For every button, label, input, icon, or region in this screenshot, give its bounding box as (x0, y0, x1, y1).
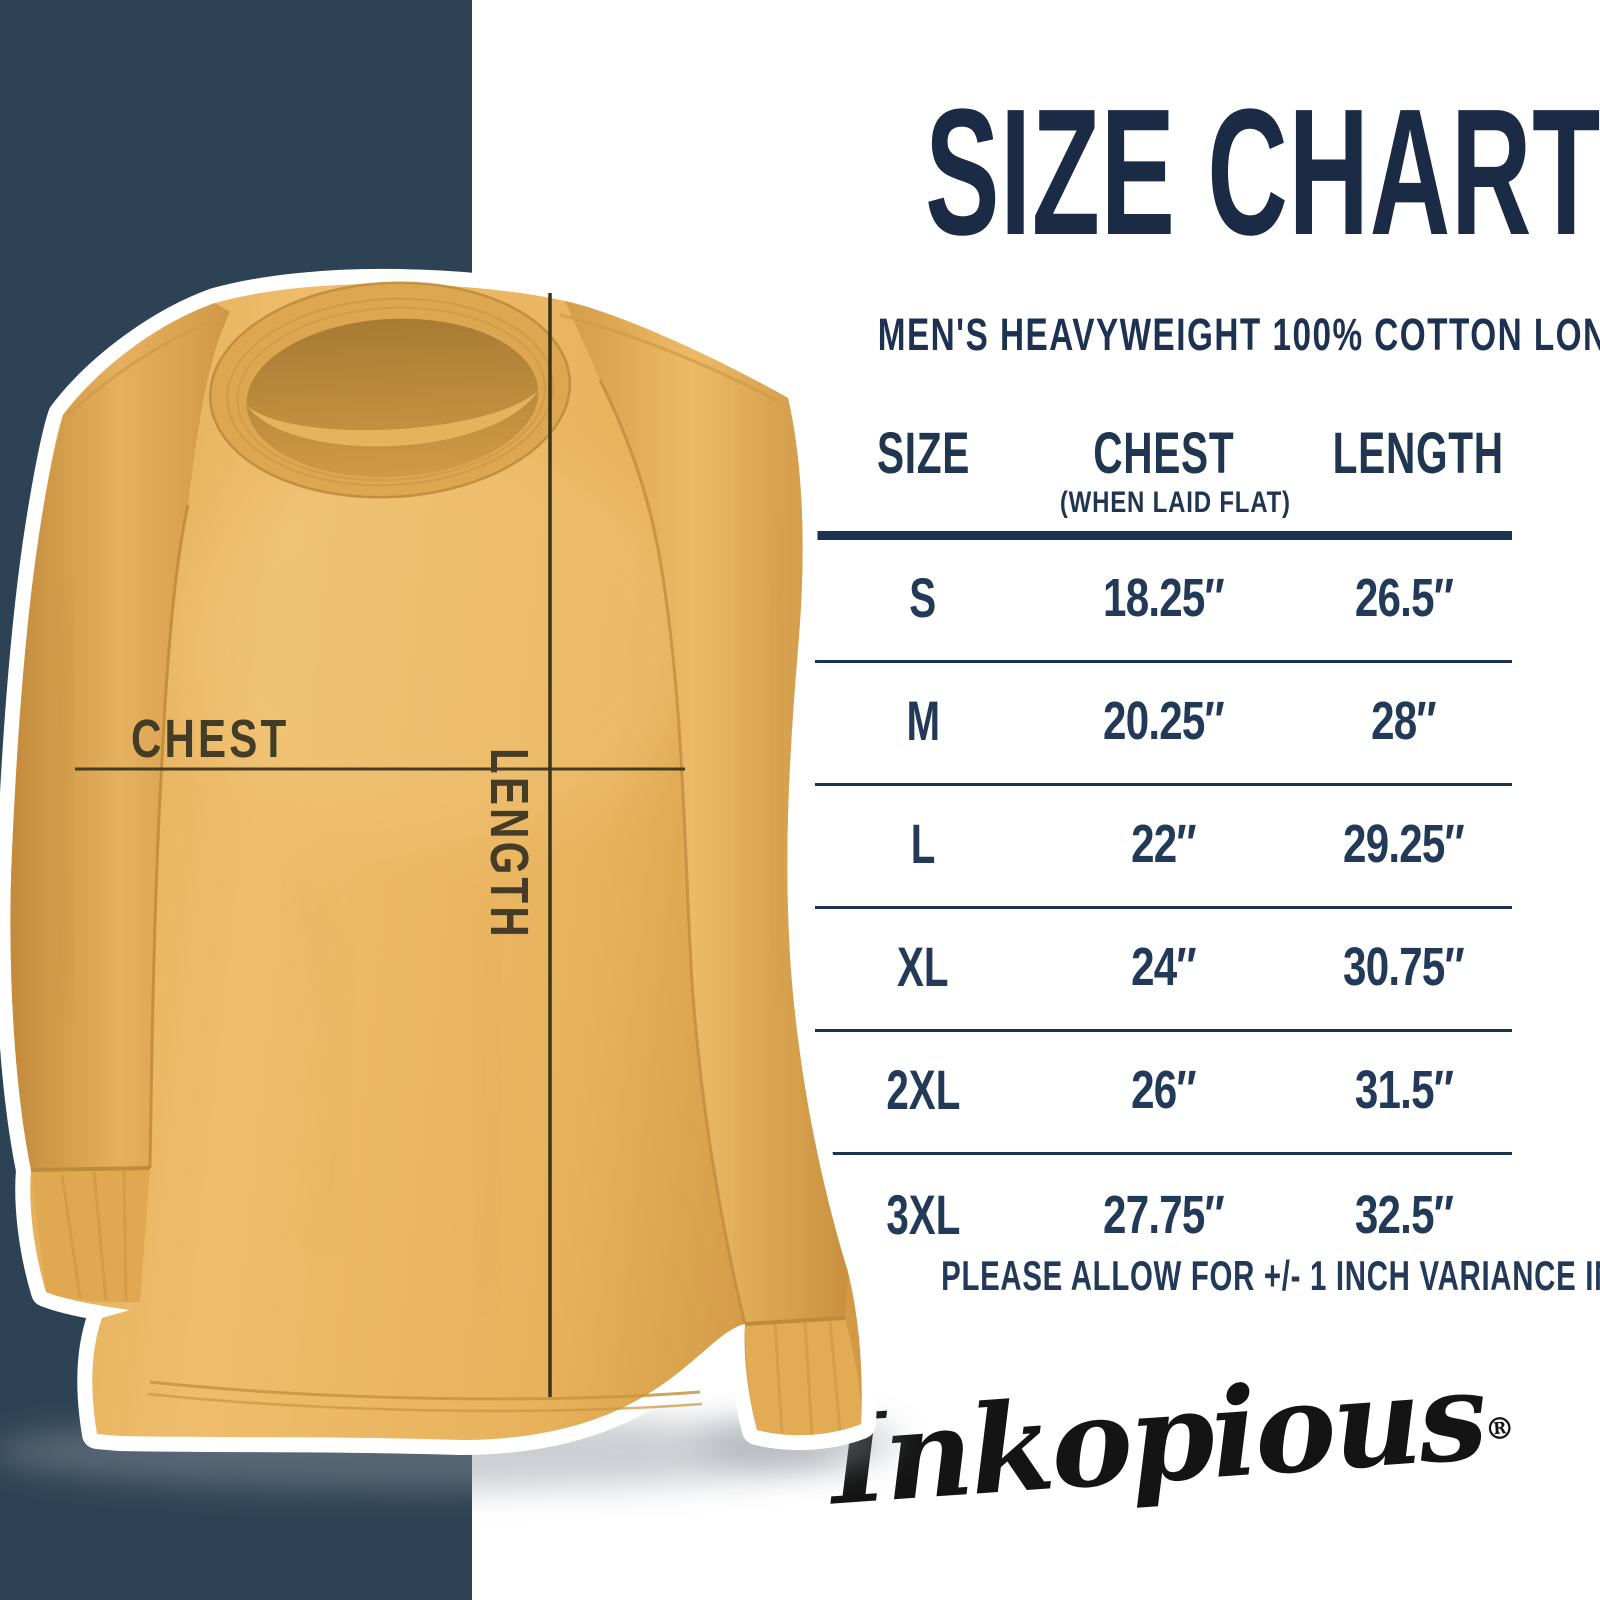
chest-cell: 26″ (1131, 1060, 1196, 1120)
length-cell: 28″ (1371, 691, 1437, 751)
registered-trademark-icon: ® (1483, 1410, 1516, 1448)
page-subtitle-text: MEN'S HEAVYWEIGHT 100% COTTON LONG SLEEV… (877, 309, 1600, 360)
shirt-right-cuff (745, 1318, 862, 1436)
column-header-size: SIZE (876, 421, 970, 486)
length-cell: 30.75″ (1343, 937, 1466, 997)
shirt-illustration: CHEST LENGTH (0, 281, 900, 1490)
chest-cell: 24″ (1131, 937, 1196, 997)
size-cell: 2XL (886, 1058, 960, 1121)
variance-note: PLEASE ALLOW FOR +/- 1 INCH VARIANCE IN … (941, 1252, 1600, 1299)
page-title-text: SIZE CHART (925, 72, 1600, 273)
size-cell: XL (897, 935, 949, 998)
column-header-chest: CHEST (1092, 421, 1235, 486)
table-row-s: S 18.25″ 26.5″ (815, 540, 1512, 663)
page-title: SIZE CHART (718, 83, 1600, 263)
length-cell: 32.5″ (1354, 1184, 1454, 1245)
chest-cell: 27.75″ (1103, 1184, 1225, 1245)
table-row-l: L 22″ 29.25″ (815, 786, 1512, 909)
table-row-m: M 20.25″ 28″ (815, 663, 1512, 786)
shirt-left-cuff (31, 1168, 150, 1303)
chest-cell: 22″ (1131, 814, 1196, 874)
size-cell: L (910, 812, 936, 875)
chest-measure-label: CHEST (131, 709, 289, 769)
length-measure-label: LENGTH (479, 748, 539, 940)
column-header-length: LENGTH (1332, 421, 1504, 486)
size-cell: 3XL (886, 1182, 960, 1246)
size-table: SIZE CHEST (WHEN LAID FLAT) LENGTH S 18.… (815, 400, 1512, 1278)
length-cell: 26.5″ (1354, 568, 1454, 628)
table-row-xl: XL 24″ 30.75″ (815, 909, 1512, 1032)
table-row-3xl: 3XL 27.75″ 32.5″ (815, 1155, 1512, 1278)
table-row-2xl: 2XL 26″ 31.5″ (815, 1032, 1512, 1155)
length-cell: 29.25″ (1343, 814, 1466, 874)
column-header-chest-note: (WHEN LAID FLAT) (1059, 486, 1291, 519)
chest-cell: 18.25″ (1103, 568, 1225, 628)
chest-cell: 20.25″ (1103, 691, 1225, 751)
length-cell: 31.5″ (1354, 1060, 1454, 1120)
size-cell: S (909, 566, 937, 629)
size-cell: M (906, 689, 940, 752)
page-subtitle: MEN'S HEAVYWEIGHT 100% COTTON LONG SLEEV… (718, 312, 1600, 357)
size-table-header: SIZE CHEST (WHEN LAID FLAT) LENGTH (815, 400, 1512, 540)
shirt-collar (208, 281, 572, 499)
